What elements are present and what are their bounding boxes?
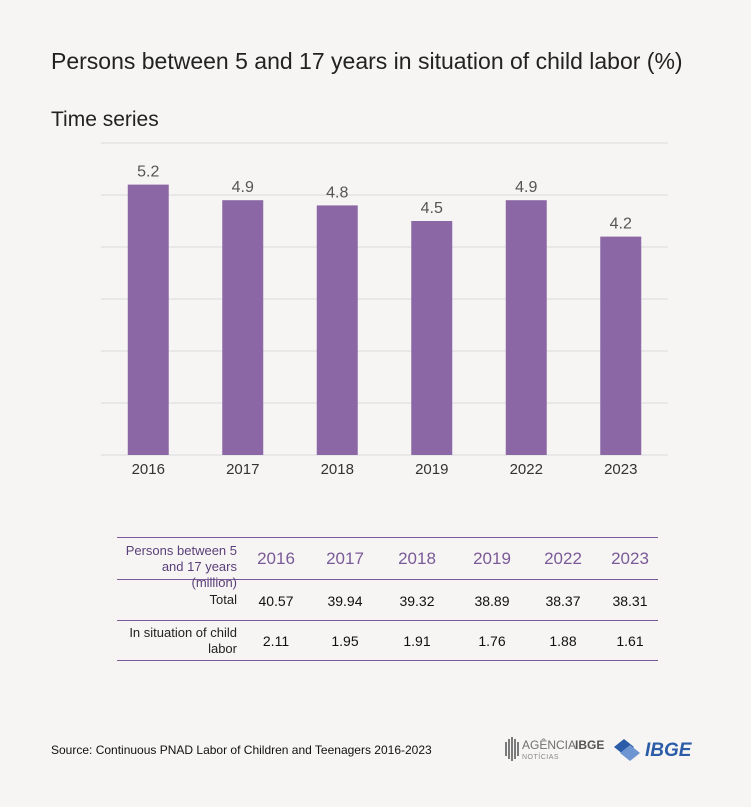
x-tick-label: 2023 <box>604 461 637 478</box>
ibge-emblem-icon <box>614 739 640 761</box>
data-label: 4.9 <box>232 179 254 196</box>
table-row-total: Total 40.57 39.94 39.32 38.89 38.37 38.3… <box>117 580 658 621</box>
table-cell: 38.31 <box>612 593 648 609</box>
table-cell: 1.76 <box>478 633 506 649</box>
agencia-sub-text: NOTÍCIAS <box>522 752 559 761</box>
table-header-label: Persons between 5 and 17 years (million) <box>125 543 237 590</box>
table-row-child-labor: In situation of child labor 2.11 1.95 1.… <box>117 621 658 661</box>
table-year-cell: 2018 <box>398 549 436 568</box>
bar-2023 <box>600 236 642 455</box>
agencia-ibge-text: IBGE <box>575 738 604 752</box>
agencia-ibge-logo: AGÊNCIA IBGE NOTÍCIAS <box>505 737 604 761</box>
bar-2022 <box>505 200 547 455</box>
table-header-row: Persons between 5 and 17 years (million)… <box>117 537 658 590</box>
table-cell: 39.94 <box>327 593 363 609</box>
bar-2019 <box>411 221 453 455</box>
data-table: Persons between 5 and 17 years (million)… <box>117 537 658 661</box>
table-year-cell: 2023 <box>611 549 649 568</box>
bar-2016 <box>127 184 169 455</box>
table-total-label: Total <box>209 592 237 607</box>
x-tick-label: 2018 <box>321 461 354 478</box>
table-cell: 38.37 <box>545 593 581 609</box>
table-cell: 1.61 <box>616 633 644 649</box>
table-cell: 2.11 <box>262 633 290 649</box>
table-cell: 38.89 <box>474 593 510 609</box>
bar-chart: 5.2 2016 4.9 2017 4.8 2018 4.5 2019 4.9 2022 4.2 20… <box>101 142 668 478</box>
data-label: 4.2 <box>610 216 632 233</box>
table-cell: 1.95 <box>331 633 359 649</box>
table-year-cell: 2016 <box>257 549 295 568</box>
table-year-cell: 2022 <box>544 549 582 568</box>
ibge-logo: IBGE <box>614 739 693 761</box>
agencia-brand-text: AGÊNCIA <box>522 737 576 752</box>
table-cell: 40.57 <box>258 593 294 609</box>
table-cell: 1.88 <box>549 633 577 649</box>
x-tick-label: 2017 <box>226 461 259 478</box>
chart-subtitle: Time series <box>51 108 159 131</box>
data-label: 4.9 <box>515 179 537 196</box>
ibge-text: IBGE <box>645 740 693 761</box>
table-cell: 39.32 <box>399 593 435 609</box>
bar-2017 <box>222 200 264 455</box>
x-tick-label: 2022 <box>510 461 543 478</box>
table-cell: 1.91 <box>403 633 431 649</box>
data-label: 5.2 <box>137 164 159 181</box>
bar-2018 <box>316 205 358 455</box>
source-note: Source: Continuous PNAD Labor of Childre… <box>51 743 432 757</box>
x-tick-label: 2016 <box>132 461 165 478</box>
table-year-cell: 2019 <box>473 549 511 568</box>
table-year-cell: 2017 <box>326 549 364 568</box>
data-label: 4.8 <box>326 184 348 201</box>
table-child-label: In situation of child labor <box>129 625 237 656</box>
x-tick-label: 2019 <box>415 461 448 478</box>
data-label: 4.5 <box>421 200 443 217</box>
chart-title: Persons between 5 and 17 years in situat… <box>51 48 683 74</box>
